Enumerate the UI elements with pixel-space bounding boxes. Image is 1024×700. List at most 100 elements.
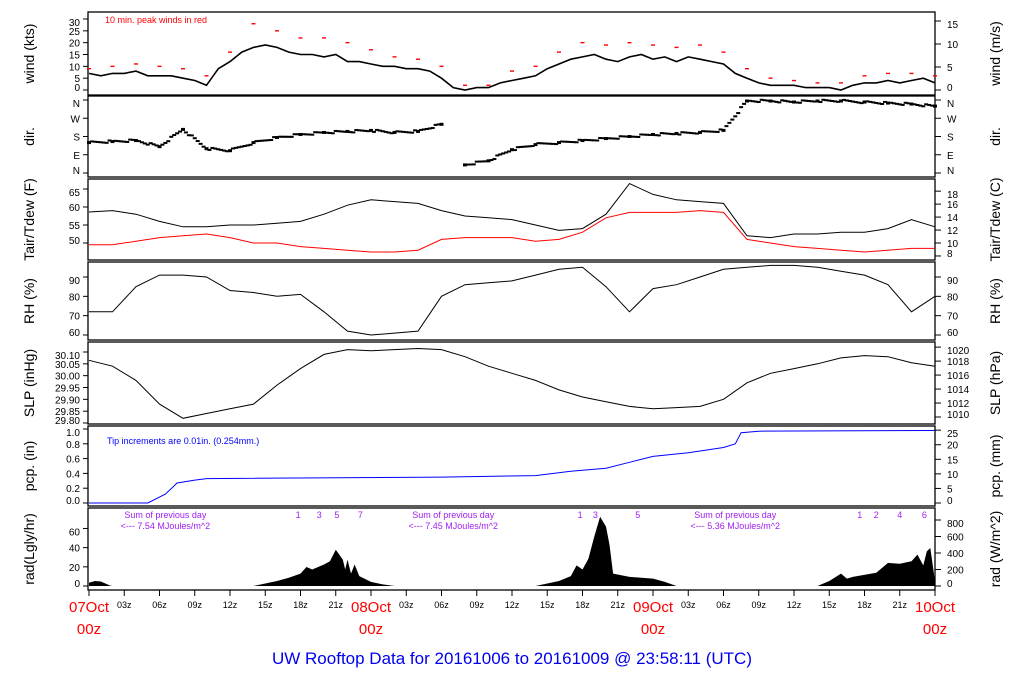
day-label: 10Oct (915, 599, 956, 616)
dir-point (316, 131, 321, 134)
dir-point (839, 99, 843, 103)
dir-point (897, 103, 902, 106)
dir-point (927, 103, 932, 106)
day-label: 08Oct (351, 599, 392, 616)
dir-point (824, 99, 829, 102)
dir-right-tick-label: N (947, 99, 954, 110)
dir-point (228, 149, 232, 153)
dir-point (430, 127, 435, 130)
dir-point (342, 130, 347, 133)
dir-point (280, 135, 285, 138)
dir-point (512, 149, 517, 152)
dir-point (800, 99, 805, 102)
rad-left-tick-label: 40 (69, 544, 81, 555)
dir-point (131, 138, 136, 141)
dir-point (521, 145, 526, 148)
day-time-label: 00z (641, 621, 665, 638)
dir-point (489, 159, 494, 162)
dir-left-tick-label: N (73, 99, 80, 110)
dir-point (225, 150, 230, 153)
day-time-label: 00z (923, 621, 947, 638)
dir-point (739, 106, 744, 109)
dir-point (933, 104, 937, 108)
rh-right-tick-label: 60 (947, 328, 959, 339)
dir-point (213, 147, 218, 150)
dir-point (195, 140, 200, 143)
dir-point (418, 128, 423, 131)
dir-point (128, 138, 133, 141)
slp-right-y-axis-label: SLP (hPa) (987, 351, 1003, 415)
dir-point (219, 148, 224, 151)
wind-left-tick-label: 30 (69, 18, 81, 29)
dir-point (794, 101, 799, 104)
dir-point (653, 134, 658, 137)
dir-point (651, 132, 655, 136)
dir-point (371, 130, 376, 133)
dir-point (659, 132, 664, 135)
day-time-label: 00z (77, 621, 101, 638)
dir-point (724, 125, 729, 128)
dir-point (883, 100, 888, 103)
dir-point (589, 139, 594, 142)
dir-point (389, 132, 394, 135)
dir-point (154, 144, 159, 147)
dir-point (850, 100, 855, 103)
dir-point (583, 138, 588, 141)
dir-point (756, 101, 761, 104)
dir-point (604, 137, 608, 141)
dir-point (712, 130, 717, 133)
x-tick-label: 18z (293, 600, 308, 610)
dir-point (683, 131, 688, 134)
pcp-right-tick-label: 20 (947, 441, 959, 452)
dir-point (380, 130, 385, 133)
dir-point (753, 100, 758, 103)
dir-point (360, 129, 365, 132)
dir-point (868, 100, 873, 103)
dir-point (504, 151, 509, 154)
dir-point (559, 140, 564, 143)
x-tick-label: 03z (399, 600, 414, 610)
rad-hour-mark: 1 (857, 510, 862, 520)
dir-point (142, 142, 147, 145)
dir-point (386, 131, 391, 134)
dir-point (113, 139, 118, 142)
dir-point (233, 146, 238, 149)
day-label: 09Oct (633, 599, 674, 616)
pcp-right-tick-label: 25 (947, 429, 959, 440)
dir-point (571, 141, 576, 144)
dir-point (275, 136, 279, 140)
dir-point (747, 99, 752, 102)
dir-point (827, 99, 832, 102)
dir-point (395, 130, 400, 133)
dir-point (201, 145, 206, 148)
dir-point (421, 128, 426, 131)
dir-point (257, 139, 262, 142)
dir-right-tick-label: N (947, 166, 954, 177)
dir-point (263, 139, 268, 142)
dir-point (404, 131, 409, 134)
rad-right-tick-label: 800 (947, 519, 964, 530)
dir-point (768, 99, 773, 103)
dir-point (87, 141, 91, 145)
day-time-label: 00z (359, 621, 383, 638)
x-tick-label: 12z (505, 600, 520, 610)
x-tick-label: 12z (223, 600, 238, 610)
dir-point (439, 122, 444, 126)
pcp-left-tick-label: 0.0 (66, 496, 80, 507)
dir-point (357, 129, 362, 132)
dir-left-tick-label: E (73, 151, 80, 162)
dir-point (172, 134, 177, 137)
dir-point (715, 130, 720, 133)
rad-sum-label: Sum of previous day (694, 510, 777, 520)
wind-right-tick-label: 15 (947, 20, 959, 31)
dir-point (283, 135, 288, 138)
pcp-left-tick-label: 1.0 (66, 428, 80, 439)
dir-left-tick-label: S (73, 133, 80, 144)
rad-right-tick-label: 400 (947, 549, 964, 560)
dir-point (104, 141, 109, 144)
dir-point (501, 152, 506, 155)
dir-point (175, 132, 180, 135)
x-tick-label: 03z (681, 600, 696, 610)
dir-point (181, 127, 185, 131)
